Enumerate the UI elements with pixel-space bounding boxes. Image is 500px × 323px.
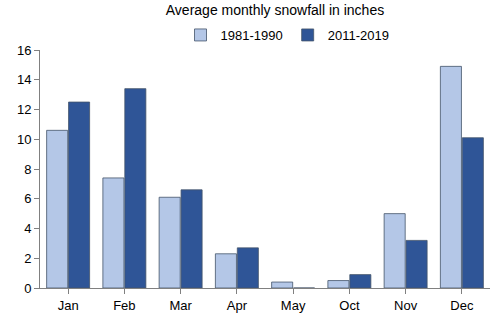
svg-text:Jan: Jan — [58, 298, 79, 313]
svg-text:May: May — [281, 298, 306, 313]
svg-text:Dec: Dec — [450, 298, 474, 313]
svg-text:12: 12 — [17, 102, 31, 117]
svg-text:Average monthly snowfall in in: Average monthly snowfall in inches — [166, 2, 384, 18]
svg-text:Nov: Nov — [394, 298, 418, 313]
svg-text:1981-1990: 1981-1990 — [221, 28, 283, 43]
svg-text:6: 6 — [24, 191, 31, 206]
svg-text:2: 2 — [24, 251, 31, 266]
svg-text:4: 4 — [24, 221, 31, 236]
svg-text:Mar: Mar — [169, 298, 192, 313]
svg-text:10: 10 — [17, 132, 31, 147]
svg-text:8: 8 — [24, 162, 31, 177]
svg-text:0: 0 — [24, 281, 31, 296]
svg-text:Feb: Feb — [113, 298, 135, 313]
svg-text:Apr: Apr — [227, 298, 248, 313]
svg-text:16: 16 — [17, 43, 31, 58]
svg-text:14: 14 — [17, 72, 31, 87]
svg-text:Oct: Oct — [339, 298, 360, 313]
svg-text:2011-2019: 2011-2019 — [328, 28, 389, 43]
